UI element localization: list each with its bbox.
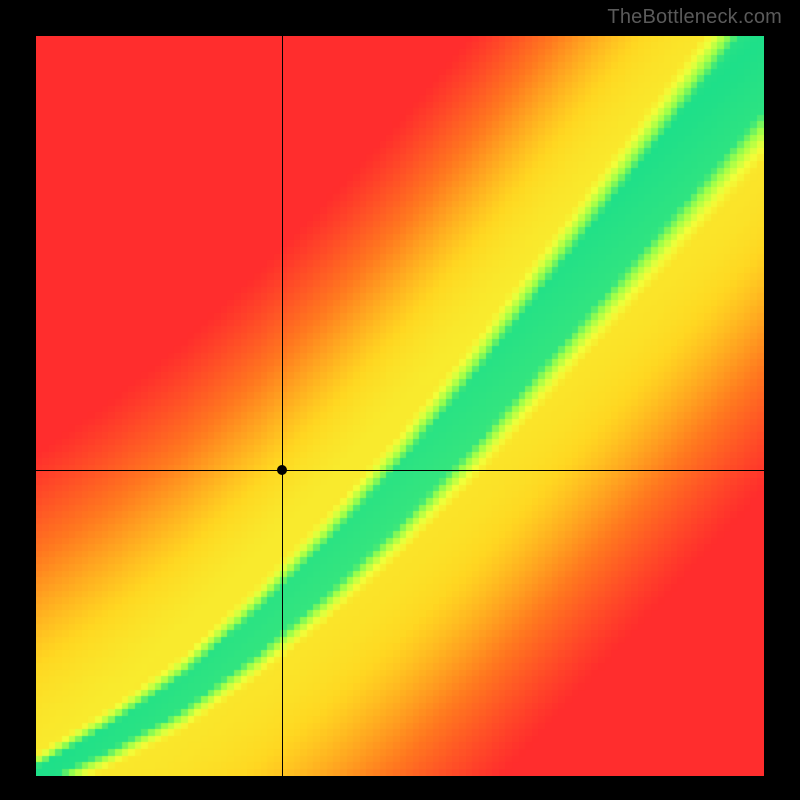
crosshair-horizontal — [36, 470, 764, 471]
crosshair-vertical — [282, 36, 283, 776]
bottleneck-heatmap — [36, 36, 764, 776]
watermark-text: TheBottleneck.com — [607, 6, 782, 29]
crosshair-marker — [277, 465, 287, 475]
